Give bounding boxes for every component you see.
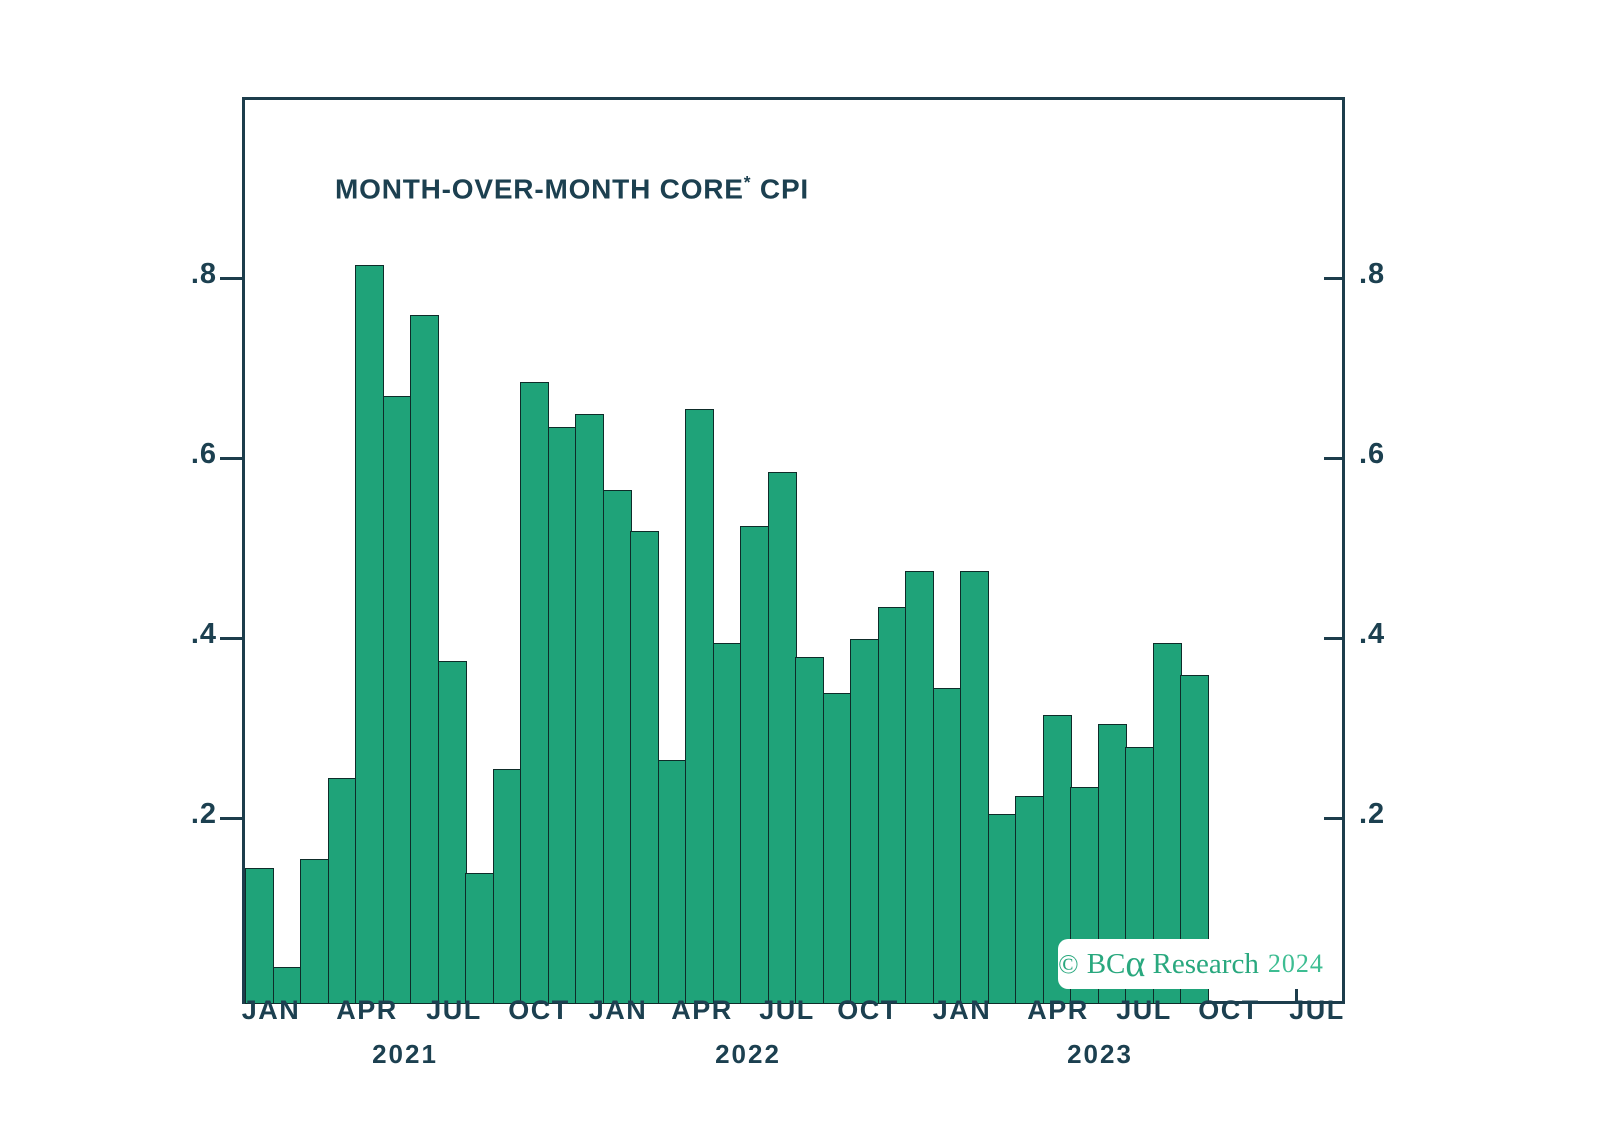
chart-title-suffix: CPI — [751, 173, 809, 205]
chart-title-asterisk: * — [743, 172, 752, 192]
x-label-6-jul: JUL — [759, 995, 815, 1025]
bar-2023-03 — [987, 814, 1017, 1004]
bar-2021-11 — [547, 427, 577, 1004]
bar-2022-06 — [740, 526, 770, 1004]
plot-frame — [220, 97, 1345, 1004]
y-tick-right-0.8 — [1324, 277, 1342, 280]
x-label-3-oct: OCT — [508, 995, 570, 1025]
y-label-left-0.6: .6 — [190, 438, 217, 470]
bar-2021-08 — [465, 872, 495, 1004]
bca-research-watermark: © BC α Research 2024 — [1058, 939, 1324, 989]
bar-2021-12 — [575, 413, 605, 1004]
x-tick-mark — [1294, 988, 1298, 1004]
y-tick-right-0.4 — [1324, 637, 1342, 640]
bar-2021-03 — [327, 778, 357, 1004]
bar-2021-05 — [382, 395, 412, 1004]
bar-2022-07 — [767, 472, 797, 1004]
bar-2020-12 — [245, 868, 275, 1004]
x-label-9-apr: APR — [1027, 995, 1089, 1025]
bar-2022-09 — [822, 692, 852, 1004]
y-label-left-0.2: .2 — [190, 798, 217, 830]
y-label-right-0.8: .8 — [1359, 258, 1386, 290]
x-label-5-apr: APR — [671, 995, 733, 1025]
bar-2022-04 — [685, 409, 715, 1004]
x-label-10-jul: JUL — [1116, 995, 1172, 1025]
bar-2022-01 — [602, 490, 632, 1004]
year-label-2022: 2022 — [715, 1039, 781, 1069]
year-label-2023: 2023 — [1067, 1039, 1133, 1069]
bar-2023-01 — [932, 688, 962, 1004]
bar-2021-10 — [520, 382, 550, 1004]
chart-title: MONTH-OVER-MONTH CORE* CPI — [335, 172, 809, 205]
y-tick-left-0.6 — [220, 457, 242, 460]
bar-2022-10 — [850, 638, 880, 1004]
x-label-11-oct: OCT — [1198, 995, 1260, 1025]
x-label-1-apr: APR — [336, 995, 398, 1025]
bar-2021-04 — [355, 265, 385, 1004]
y-label-left-0.8: .8 — [190, 258, 217, 290]
x-label-2-jul: JUL — [426, 995, 482, 1025]
y-tick-left-0.2 — [220, 817, 242, 820]
bar-2022-05 — [712, 643, 742, 1004]
y-label-right-0.2: .2 — [1359, 798, 1386, 830]
x-label-7-oct: OCT — [837, 995, 899, 1025]
bar-2022-02 — [630, 530, 660, 1004]
x-label-8-jan: JAN — [932, 995, 992, 1025]
bar-2021-02 — [300, 859, 330, 1004]
bar-2023-02 — [960, 571, 990, 1004]
y-tick-left-0.4 — [220, 637, 242, 640]
bar-2022-11 — [877, 607, 907, 1004]
y-tick-left-0.8 — [220, 277, 242, 280]
bar-2022-12 — [905, 571, 935, 1004]
chart-title-main: MONTH-OVER-MONTH CORE — [335, 173, 744, 205]
x-label-4-jan: JAN — [588, 995, 648, 1025]
bar-2022-08 — [795, 656, 825, 1004]
y-tick-right-0.2 — [1324, 817, 1342, 820]
watermark-name: Research — [1152, 947, 1259, 980]
bar-2023-04 — [1015, 796, 1045, 1004]
watermark-year: 2024 — [1267, 949, 1324, 978]
y-label-right-0.4: .4 — [1359, 618, 1386, 650]
bar-2021-06 — [410, 314, 440, 1004]
y-tick-right-0.6 — [1324, 457, 1342, 460]
year-label-2021: 2021 — [372, 1039, 438, 1069]
x-label-12-jul: JUL — [1289, 995, 1345, 1025]
y-label-right-0.6: .6 — [1359, 438, 1386, 470]
bar-2022-03 — [657, 760, 687, 1004]
x-label-0-jan: JAN — [241, 995, 301, 1025]
bar-2021-09 — [492, 769, 522, 1004]
y-label-left-0.4: .4 — [190, 618, 217, 650]
copyright-symbol: © — [1058, 948, 1079, 979]
bar-series — [245, 100, 1342, 1004]
watermark-brand: BC — [1086, 947, 1126, 980]
bar-2021-07 — [437, 661, 467, 1004]
